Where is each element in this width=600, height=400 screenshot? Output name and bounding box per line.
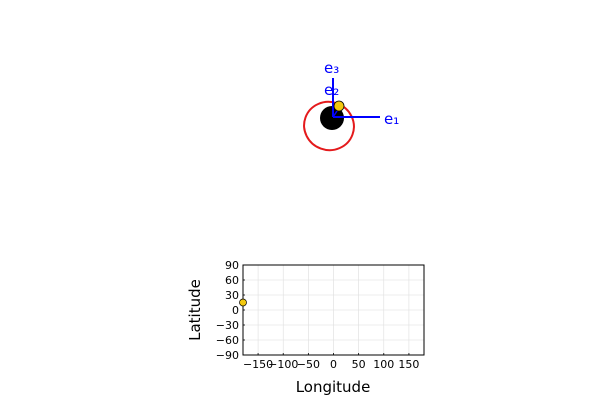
vector-e3-label: e₃ — [324, 59, 339, 77]
x-axis-label: Longitude — [296, 378, 371, 396]
y-ticks: −90 −60 −30 0 30 60 90 — [216, 259, 245, 362]
x-tick-label: 0 — [330, 358, 337, 371]
vector-e2-label: e₂ — [324, 81, 339, 99]
x-tick-label: −100 — [268, 358, 298, 371]
ground-track-point — [239, 298, 247, 307]
y-tick-label: −60 — [216, 334, 239, 347]
x-tick-label: −150 — [243, 358, 273, 371]
x-tick-label: 150 — [398, 358, 419, 371]
x-ticks: −150−100−50 0 50 100 150 — [243, 353, 419, 371]
x-tick-label: 100 — [373, 358, 394, 371]
orbit-panel: e₁ e₂ e₃ — [303, 59, 399, 152]
y-tick-label: 60 — [225, 274, 239, 287]
y-axis-label: Latitude — [186, 279, 204, 341]
y-tick-label: −90 — [216, 349, 239, 362]
y-tick-label: 30 — [225, 289, 239, 302]
central-body — [320, 106, 344, 130]
x-tick-label: −50 — [297, 358, 320, 371]
satellite-marker — [333, 100, 345, 112]
data-points — [239, 298, 247, 307]
ground-track-panel: −150−100−50 0 50 100 150 −90 −60 −30 0 30 60 90 Lo… — [186, 259, 425, 396]
y-tick-label: 0 — [232, 304, 239, 317]
vector-e1-label: e₁ — [384, 110, 399, 128]
y-tick-label: −30 — [216, 319, 239, 332]
y-tick-label: 90 — [225, 259, 239, 272]
grid — [243, 264, 424, 356]
x-tick-label: 50 — [352, 358, 366, 371]
